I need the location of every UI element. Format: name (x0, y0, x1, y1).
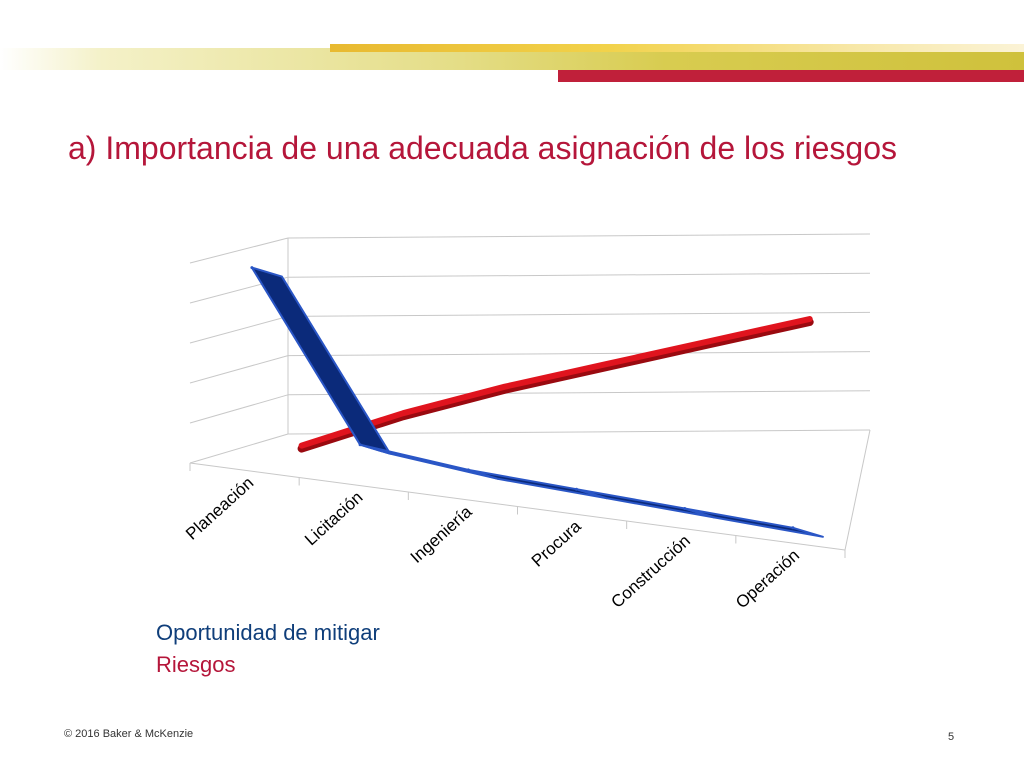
x-tick-label: Construcción (608, 531, 694, 612)
risk-chart: Planeación Licitación Ingeniería Procura Con… (182, 233, 871, 613)
x-tick-label: Planeación (182, 473, 257, 543)
header-gold-band (0, 48, 1024, 70)
header-gold-accent (330, 44, 1024, 52)
riesgos-point-6 (808, 317, 812, 321)
header-red-band (558, 70, 1024, 82)
back-gridline (287, 351, 871, 357)
mitigation-ribbon-segment-5 (683, 507, 824, 538)
x-tick-label: Licitación (301, 488, 366, 550)
mitigation-point-2 (358, 443, 362, 447)
x-tick-label: Operación (732, 546, 803, 613)
back-gridline (287, 390, 871, 396)
mitigation-point-1 (250, 266, 254, 270)
floor-right-edge (844, 429, 871, 551)
footer-copyright: © 2016 Baker & McKenzie (64, 728, 194, 740)
mitigation-ribbon-segment-4 (575, 488, 716, 519)
riesgos-point-1 (300, 444, 304, 448)
legend-label-risks: Riesgos (156, 652, 236, 677)
side-gridline (189, 433, 289, 464)
mitigation-point-4 (575, 487, 578, 491)
back-gridline (287, 233, 871, 239)
mitigation-point-5 (683, 507, 687, 510)
back-gridline (287, 272, 871, 278)
mitigation-ribbon-segment-3 (467, 468, 608, 500)
mitigation-point-3 (466, 468, 470, 472)
x-tick-label: Procura (528, 516, 585, 570)
riesgos-point-4 (604, 362, 608, 366)
riesgos-point-3 (503, 385, 507, 389)
side-gridline (189, 237, 289, 264)
mitigation-ribbon-segment-1 (250, 266, 392, 455)
riesgos-point-2 (401, 411, 405, 415)
x-tick-label: Ingeniería (407, 502, 476, 567)
page-number: 5 (948, 731, 955, 743)
legend-label-mitigation: Oportunidad de mitigar (156, 620, 380, 645)
back-gridline (287, 429, 871, 435)
side-gridline (189, 315, 289, 344)
mitigation-ribbon-segment-2 (359, 443, 500, 480)
side-gridline (189, 394, 289, 424)
series-riesgos-line (298, 316, 813, 449)
slide-title: a) Importancia de una adecuada asignació… (68, 130, 897, 166)
series-riesgos-shadow (297, 318, 814, 453)
side-gridline (189, 355, 289, 384)
back-gridline (287, 311, 871, 317)
mitigation-point-6 (791, 526, 795, 530)
riesgos-point-5 (706, 340, 710, 343)
